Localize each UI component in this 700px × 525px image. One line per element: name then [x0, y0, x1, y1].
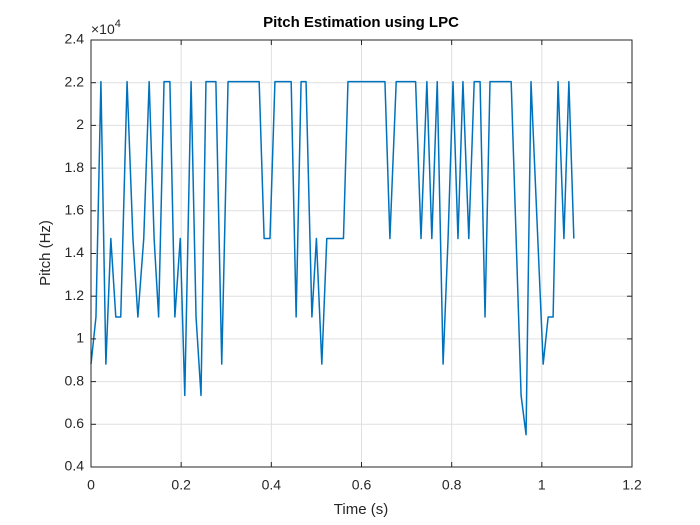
x-tick-label: 1.2 [622, 477, 642, 493]
y-multiplier-exponent: 4 [115, 18, 121, 30]
plot [90, 80, 575, 436]
x-tick-label: 0.8 [442, 477, 462, 493]
y-axis-label: Pitch (Hz) [37, 220, 54, 286]
y-tick-label: 1.4 [65, 244, 85, 260]
y-tick-label: 2.4 [65, 31, 85, 47]
x-tick-label: 0 [87, 477, 95, 493]
y-tick-label: 0.8 [65, 372, 85, 388]
x-tick-label: 1 [538, 477, 546, 493]
x-tick-label: 0.4 [262, 477, 282, 493]
y-tick-label: 1 [76, 330, 84, 346]
y-multiplier-base: ×10 [91, 21, 115, 37]
y-tick-label: 1.8 [65, 159, 85, 175]
y-tick-label: 0.6 [65, 415, 85, 431]
y-tick-label: 2.2 [65, 73, 85, 89]
x-tick-label: 0.2 [171, 477, 191, 493]
x-axis-label: Time (s) [334, 501, 388, 518]
y-tick-label: 2 [76, 116, 84, 132]
data-line [90, 80, 575, 436]
y-multiplier: ×104 [91, 18, 121, 37]
y-tick-label: 1.2 [65, 287, 85, 303]
x-tick-label: 0.6 [352, 477, 372, 493]
chart-title: Pitch Estimation using LPC [263, 14, 459, 31]
ticks: 0.4 0.6 0.8 1 1.2 1.4 1.6 1.8 2 2.2 2.4 0 0.2 0.4 0.6 0… [65, 31, 642, 493]
y-tick-label: 0.4 [65, 458, 85, 474]
y-tick-label: 1.6 [65, 202, 85, 218]
